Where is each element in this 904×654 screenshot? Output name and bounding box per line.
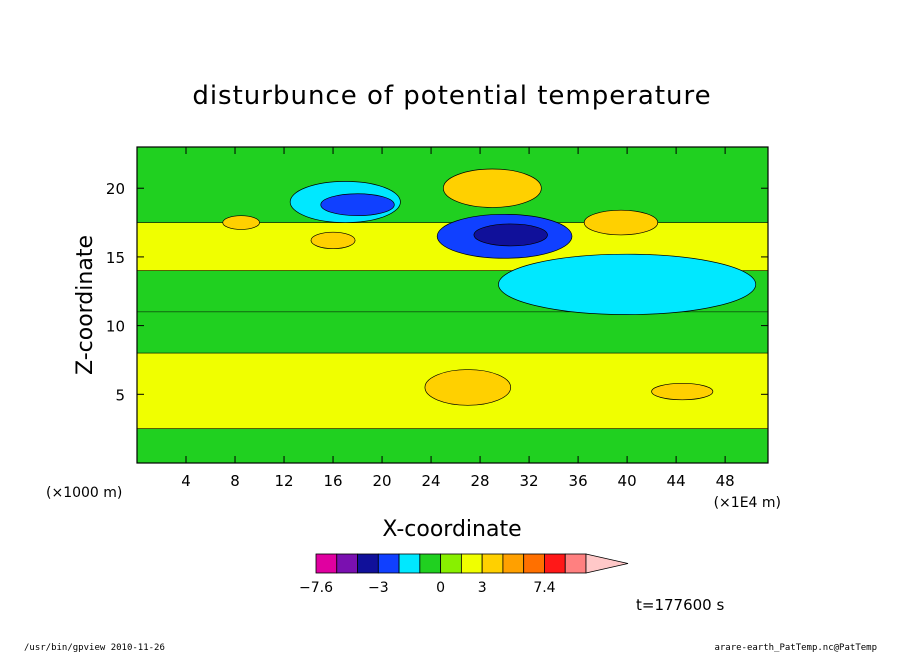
x-tick-label-24: 24 [422, 472, 441, 490]
x-unit-label: (×1E4 m) [714, 495, 781, 511]
contour-feature-3 [473, 223, 548, 247]
chart-title: disturbunce of potential temperature [192, 81, 711, 111]
contour-feature-5 [442, 168, 542, 208]
colorbar-swatch-0 [315, 553, 338, 574]
colorbar-label-4: 7.4 [533, 580, 555, 596]
colorbar-label-1: −3 [368, 580, 389, 596]
time-label: t=177600 s [636, 596, 724, 614]
colorbar-swatch-8 [481, 553, 504, 574]
x-tick-label-36: 36 [569, 472, 588, 490]
contour-feature-7 [424, 369, 512, 406]
colorbar-swatch-5 [419, 553, 442, 574]
colorbar-swatch-10 [523, 553, 545, 574]
contour-feature-6 [583, 209, 659, 236]
colorbar-swatch-6 [440, 553, 462, 574]
plot-frame [136, 146, 769, 464]
colorbar-swatch-1 [336, 553, 358, 574]
colorbar-label-2: 0 [436, 580, 445, 596]
x-tick-label-4: 4 [181, 472, 191, 490]
y-unit-label: (×1000 m) [46, 485, 122, 501]
x-axis-label: X-coordinate [382, 517, 521, 542]
footer-left: /usr/bin/gpview 2010-11-26 [24, 643, 165, 653]
colorbar-extend-arrow [585, 553, 629, 574]
x-tick-label-44: 44 [667, 472, 686, 490]
contour-feature-9 [310, 231, 356, 250]
contour-feature-4 [498, 253, 757, 315]
colorbar-swatch-9 [502, 553, 525, 574]
colorbar-swatch-11 [544, 553, 566, 574]
colorbar-label-3: 3 [478, 580, 487, 596]
contour-features [222, 168, 757, 406]
y-tick-label-10: 10 [106, 318, 125, 336]
y-tick-label-15: 15 [106, 249, 125, 267]
y-tick-label-5: 5 [115, 386, 125, 404]
y-tick-label-20: 20 [106, 180, 125, 198]
x-tick-label-28: 28 [471, 472, 490, 490]
y-axis-ticks: 5 10 15 20 [106, 180, 768, 404]
colorbar-labels: −7.6 −3 0 3 7.4 [299, 580, 556, 596]
x-axis-ticks: 4 8 12 16 20 24 28 32 36 40 44 48 [181, 147, 735, 490]
colorbar-label-0: −7.6 [299, 580, 333, 596]
colorbar-swatch-2 [357, 553, 379, 574]
colorbar-swatch-12 [564, 553, 587, 574]
footer-right: arare-earth_PatTemp.nc@PatTemp [714, 643, 877, 653]
contour-feature-8 [651, 382, 714, 401]
colorbar-swatch-4 [398, 553, 421, 574]
contour-band-2 [137, 311, 768, 354]
y-axis-label: Z-coordinate [73, 235, 98, 375]
contour-feature-1 [320, 193, 395, 217]
x-tick-label-16: 16 [323, 472, 342, 490]
x-tick-label-32: 32 [520, 472, 539, 490]
colorbar-swatch-7 [460, 553, 483, 574]
x-tick-label-48: 48 [716, 472, 735, 490]
plot-area [137, 147, 768, 463]
x-tick-label-20: 20 [373, 472, 392, 490]
x-tick-label-8: 8 [230, 472, 240, 490]
colorbar-swatch-3 [377, 553, 400, 574]
x-tick-label-40: 40 [618, 472, 637, 490]
colorbar [315, 553, 629, 574]
x-tick-label-12: 12 [274, 472, 293, 490]
contour-feature-10 [222, 215, 260, 230]
contour-band-0 [137, 428, 768, 463]
